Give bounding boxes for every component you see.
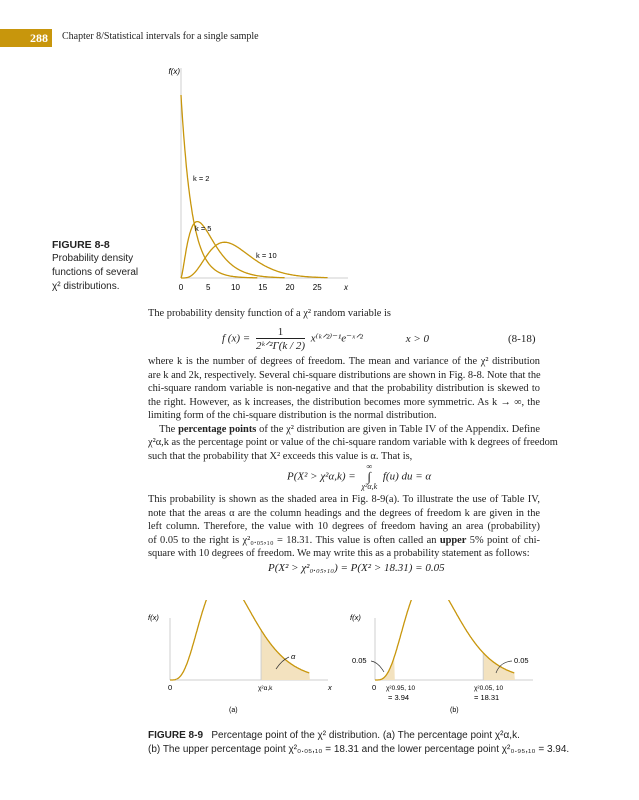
curve-k-2 — [180, 94, 258, 279]
x-axis-label: x — [327, 683, 332, 692]
chapter-title: Chapter 8/Statistical intervals for a si… — [62, 31, 259, 42]
body-text-line: The percentage points of the χ² distribu… — [148, 423, 540, 436]
origin-label: 0 — [372, 683, 376, 692]
eq-rhs: f(u) du = α — [382, 470, 432, 483]
caption-line: Probability density — [52, 253, 134, 264]
upper-value-label: = 18.31 — [474, 693, 499, 702]
figure-label: FIGURE 8-9 — [148, 730, 204, 741]
figure-8-8-chart: f(x) x 0 5 10 15 20 25 k = 2 k = 5 k = 10 — [168, 67, 349, 292]
text-segment: The probability density function of a χ²… — [148, 308, 391, 319]
page-number: 288 — [0, 29, 52, 47]
eq-lhs: f (x) = — [222, 332, 251, 345]
text-segment: are k and 2k, respectively. Several chi-… — [148, 370, 541, 381]
caption-line: Percentage point of the χ² distribution.… — [211, 730, 520, 741]
lower-area-label: 0.05 — [352, 656, 367, 665]
text-segment: The — [148, 424, 179, 435]
series-label: k = 2 — [193, 174, 209, 183]
panel-b-shaded-area — [375, 657, 395, 680]
body-text-line: are k and 2k, respectively. Several chi-… — [148, 369, 541, 382]
body-text-line: chi-square random variable is non-negati… — [148, 382, 540, 395]
text-segment: where k is the number of degrees of free… — [148, 356, 540, 367]
equation-number: (8-18) — [508, 333, 536, 345]
y-axis-label: f(x) — [168, 67, 180, 76]
body-text-line: limiting form of the chi-square distribu… — [148, 409, 540, 422]
bold-term: upper — [439, 535, 467, 546]
body-text-line: such that the probability that X² exceed… — [148, 450, 540, 463]
curve-k-5 — [180, 220, 285, 279]
percentage-point-label: χ²α,k — [258, 685, 273, 692]
body-text-line: note that the areas α are the column hea… — [148, 507, 540, 520]
text-segment: χ²α,k as the percentage point or value o… — [148, 437, 558, 448]
alpha-arrow — [275, 656, 290, 670]
x-tick-label: 20 — [286, 283, 295, 292]
caption-line: functions of several — [52, 267, 139, 278]
equation-percentage-point: P(X² > χ²α,k) = ∞ ∫ χ²α,k f(u) du = α — [287, 463, 431, 491]
series-label: k = 5 — [195, 224, 211, 233]
body-text-line: The probability density function of a χ²… — [148, 307, 540, 320]
text-segment: the right. However, as k increases, the … — [148, 397, 540, 408]
eq-condition: x > 0 — [405, 332, 430, 345]
figure-8-8-caption: FIGURE 8-8 Probability density functions… — [52, 238, 138, 294]
text-segment: 5% point of chi- — [466, 535, 540, 546]
body-text-line: square with 10 degrees of freedom. We ma… — [148, 547, 540, 560]
equation-8-18: f (x) = 1 2ᵏᐟ²Γ(k / 2) x⁽ᵏᐟ²⁾⁻¹e⁻ˣᐟ² x >… — [222, 326, 429, 352]
x-tick-label: 25 — [313, 283, 322, 292]
series-label: k = 10 — [256, 251, 277, 260]
body-text-line: where k is the number of degrees of free… — [148, 355, 540, 368]
origin-label: 0 — [168, 683, 172, 692]
panel-a-curve — [170, 600, 310, 681]
x-tick-label: 15 — [258, 283, 267, 292]
eq-upper-limit: ∞ — [366, 462, 373, 471]
eq-denominator: 2ᵏᐟ²Γ(k / 2) — [255, 340, 306, 352]
upper-area-arrow — [495, 660, 513, 674]
panel-b-curve — [375, 600, 515, 681]
curve-k-10 — [181, 241, 328, 279]
text-segment: limiting form of the chi-square distribu… — [148, 410, 437, 421]
caption-line: χ² distributions. — [52, 281, 120, 292]
eq-lower-limit: χ²α,k — [361, 482, 378, 491]
figure-label: FIGURE 8-8 — [52, 239, 110, 251]
x-tick-label: 10 — [231, 283, 240, 292]
body-text-line: left column. Therefore, the value with 1… — [148, 520, 540, 533]
caption-line: (b) The upper percentage point χ²₀.₀₅,₁₀… — [148, 744, 570, 755]
text-segment: of 0.05 to the right is χ²₀.₀₅,₁₀ = 18.3… — [148, 535, 440, 546]
equation-probability-statement: P(X² > χ²₀.₀₅,₁₀) = P(X² > 18.31) = 0.05 — [268, 562, 445, 574]
body-text-line: the right. However, as k increases, the … — [148, 396, 540, 409]
text-segment: square with 10 degrees of freedom. We ma… — [148, 548, 530, 559]
bold-term: percentage points — [178, 424, 257, 435]
x-tick-label: 5 — [206, 283, 211, 292]
text-segment: This probability is shown as the shaded … — [148, 494, 540, 505]
y-axis-label: f(x) — [350, 613, 361, 622]
alpha-label: α — [291, 652, 296, 661]
eq-lhs: P(X² > χ²α,k) = — [287, 470, 356, 483]
eq-integral: ∫ — [367, 469, 372, 484]
panel-b-label: (b) — [450, 707, 459, 714]
upper-point-label: χ²0.05, 10 — [474, 685, 503, 692]
body-text-line: of 0.05 to the right is χ²₀.₀₅,₁₀ = 18.3… — [148, 534, 540, 547]
body-text-line: This probability is shown as the shaded … — [148, 493, 540, 506]
upper-area-label: 0.05 — [514, 656, 529, 665]
y-axis-label: f(x) — [148, 613, 159, 622]
x-axis-label: x — [343, 283, 349, 292]
eq-numerator: 1 — [255, 326, 306, 339]
text-segment: left column. Therefore, the value with 1… — [148, 521, 540, 532]
body-text-line: χ²α,k as the percentage point or value o… — [148, 436, 558, 449]
lower-area-arrow — [370, 660, 385, 673]
text-segment: note that the areas α are the column hea… — [148, 508, 540, 519]
text-segment: such that the probability that X² exceed… — [148, 451, 413, 462]
text-segment: chi-square random variable is non-negati… — [148, 383, 540, 394]
figure-8-9-caption: FIGURE 8-9 Percentage point of the χ² di… — [148, 729, 569, 757]
panel-a-shaded-area — [261, 630, 310, 680]
eq-rhs: x⁽ᵏᐟ²⁾⁻¹e⁻ˣᐟ² — [310, 332, 363, 345]
lower-point-label: χ²0.95, 10 — [386, 685, 415, 692]
text-segment: of the χ² distribution are given in Tabl… — [256, 424, 540, 435]
x-tick-label: 0 — [179, 283, 184, 292]
panel-a-label: (a) — [229, 707, 238, 714]
lower-value-label: = 3.94 — [388, 693, 409, 702]
